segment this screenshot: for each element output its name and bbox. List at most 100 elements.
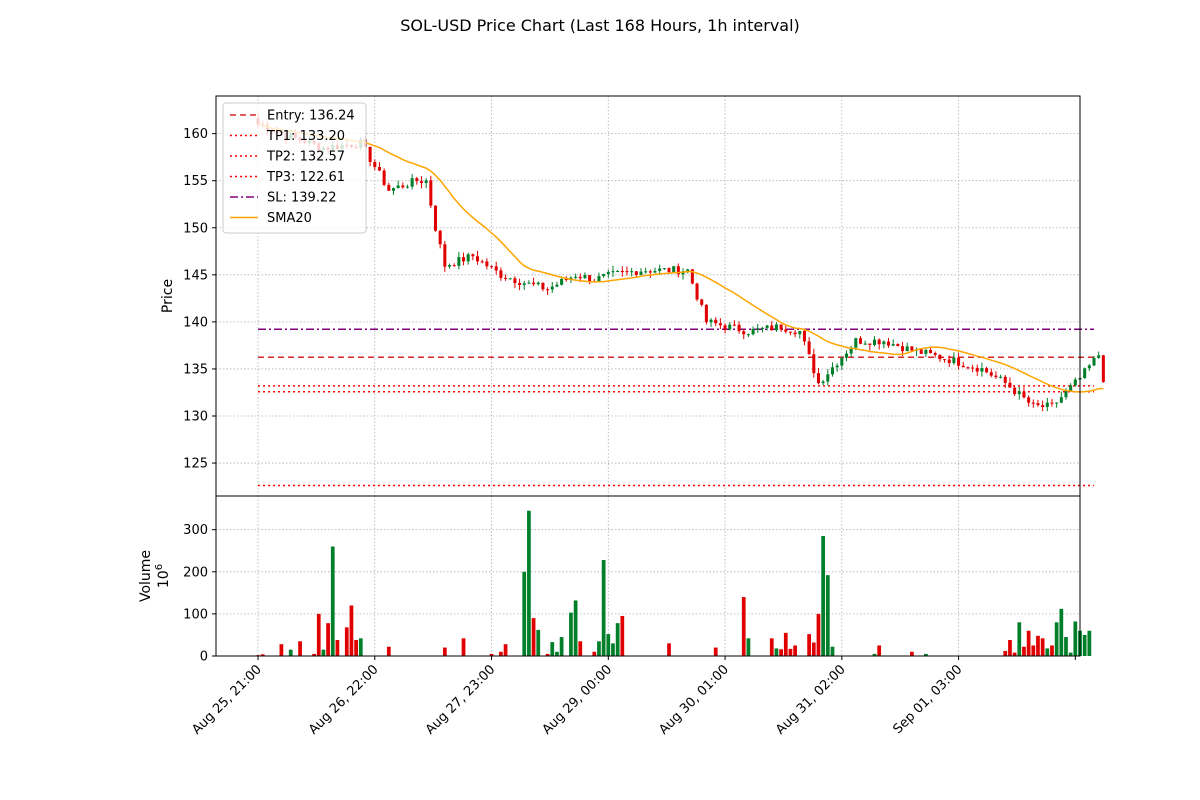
sma20-line: [257, 123, 1104, 393]
candle-body: [989, 372, 993, 376]
candle-body: [742, 331, 746, 335]
price-ytick-label: 150: [183, 221, 208, 236]
candle-body: [919, 349, 923, 354]
volume-bar: [288, 649, 293, 656]
candle-body: [751, 328, 755, 335]
candle-body: [816, 373, 820, 384]
candle-body: [714, 319, 718, 324]
volume-bar: [924, 653, 928, 656]
level-lines: [258, 328, 1095, 487]
candle-body: [485, 261, 489, 267]
volume-bar: [774, 648, 779, 656]
volume-bar: [573, 600, 578, 656]
volume-bar: [615, 623, 620, 656]
candle-body: [1041, 405, 1045, 407]
candle-body: [924, 350, 928, 354]
candle-body: [653, 271, 657, 273]
volume-axis-exponent: 106: [154, 564, 172, 588]
candle-body: [872, 339, 877, 345]
chart-title: SOL-USD Price Chart (Last 168 Hours, 1h …: [400, 16, 800, 35]
volume-bar: [1003, 650, 1008, 656]
candle-body: [583, 275, 587, 279]
candle-body: [424, 180, 428, 183]
volume-bar: [1082, 634, 1087, 656]
candle-body: [1022, 391, 1026, 398]
candle-body: [905, 346, 909, 352]
candle-body: [737, 324, 741, 332]
candle-body: [1050, 402, 1054, 404]
candle-body: [396, 185, 400, 189]
volume-bar: [354, 640, 358, 656]
candle-body: [695, 283, 699, 300]
candle-body: [952, 357, 956, 364]
volume-bar: [545, 653, 550, 656]
candle-body: [499, 270, 503, 278]
volume-bar: [1064, 637, 1068, 656]
candle-body: [447, 265, 452, 267]
volume-bars: [256, 510, 1092, 656]
candle-body: [774, 324, 778, 331]
candle-body: [830, 367, 834, 375]
volume-bar: [503, 644, 508, 656]
candle-body: [405, 186, 409, 188]
candle-body: [887, 341, 891, 346]
volume-bar: [713, 647, 718, 656]
candle-body: [602, 274, 606, 277]
candle-body: [779, 324, 783, 330]
legend-box: [222, 102, 367, 234]
candle-body: [896, 344, 900, 347]
candle-body: [419, 181, 424, 183]
candle-body: [760, 327, 764, 329]
sma-line-group: [257, 123, 1104, 393]
volume-bar: [872, 653, 877, 656]
xtick-label: Sep 01, 03:00: [891, 662, 966, 737]
price-ytick-label: 145: [183, 268, 208, 283]
volume-bar: [386, 646, 391, 656]
candle-body: [933, 352, 937, 355]
candle-body: [1059, 397, 1063, 403]
candle-body: [518, 283, 522, 285]
volume-bar: [1022, 646, 1026, 656]
candle-body: [1031, 402, 1035, 404]
candle-body: [971, 367, 975, 369]
volume-bar: [260, 654, 265, 656]
candle-body: [756, 328, 760, 330]
candle-body: [634, 271, 638, 275]
volume-bar: [620, 616, 625, 656]
candle-body: [588, 275, 592, 282]
volume-bar: [279, 644, 284, 656]
volume-ytick-label: 300: [183, 523, 208, 538]
candle-body: [746, 334, 750, 336]
candle-body: [966, 367, 970, 369]
candle-body: [994, 375, 998, 378]
candle-body: [578, 276, 582, 279]
candle-body: [732, 324, 736, 326]
volume-bar: [816, 613, 821, 656]
candle-body: [438, 230, 442, 245]
candle-body: [812, 354, 816, 374]
candle-body: [546, 289, 550, 291]
candle-body: [938, 354, 942, 360]
candle-body: [975, 367, 979, 372]
candle-body: [630, 271, 634, 273]
legend-label: TP1: 133.20: [266, 129, 345, 144]
volume-bar: [344, 627, 349, 656]
volume-bar: [578, 641, 583, 656]
candle-body: [382, 170, 386, 185]
volume-bar: [597, 641, 601, 656]
volume-bar: [531, 618, 536, 656]
candle-body: [835, 365, 839, 368]
xtick-label: Aug 29, 00:00: [540, 662, 616, 738]
candle-body: [1064, 390, 1068, 398]
xtick-label: Aug 26, 22:00: [306, 662, 382, 738]
candle-body: [882, 341, 886, 345]
price-ytick-label: 160: [183, 127, 208, 142]
candle-body: [550, 286, 554, 290]
price-ytick-label: 130: [183, 410, 208, 425]
candle-body: [536, 282, 540, 285]
volume-bar: [1031, 645, 1036, 656]
volume-bar: [1012, 652, 1017, 656]
candle-body: [807, 341, 811, 355]
candle-body: [513, 278, 517, 284]
candle-body: [788, 331, 792, 333]
